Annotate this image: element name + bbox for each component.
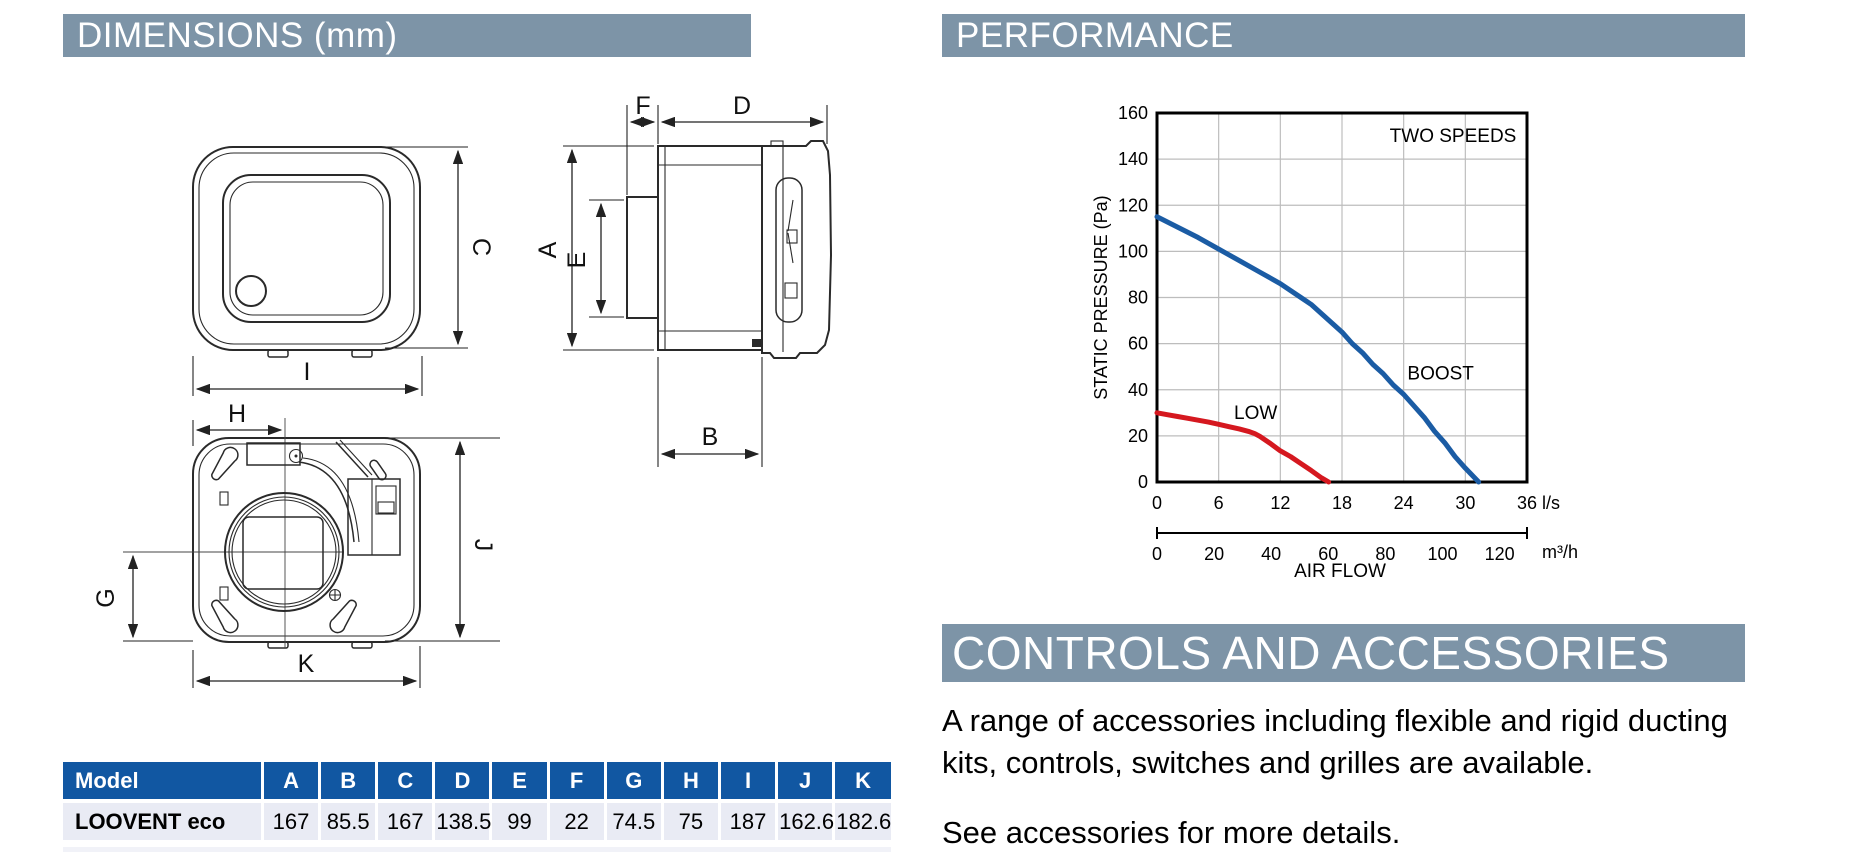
dimensions-title: DIMENSIONS (mm) [77,15,398,55]
table-header-K: K [833,762,891,803]
performance-chart: 0 20 40 60 80 100 120 140 160 0 6 12 18 24 30 36 l/s STAT… [1091,103,1578,582]
dim-label-J: J [469,539,497,552]
x-tick-label: 24 [1394,493,1414,513]
dimension-value-cell: 187 [719,801,779,840]
dimension-value-cell: 138.5 [433,801,493,840]
dim-label-B: B [702,423,719,451]
dim-label-F: F [635,92,650,120]
y-tick-label: 80 [1128,288,1148,308]
dimension-value-cell: 75 [662,801,721,840]
table-header-F: F [548,762,607,803]
dimension-value-cell: 162.6 [776,801,836,840]
accessories-paragraph: A range of accessories including flexibl… [942,703,1728,780]
model-name-cell: LOOVENT eco [63,801,264,840]
table-header-H: H [662,762,721,803]
y-tick-label: 160 [1118,103,1148,123]
keyhole-slot [211,446,239,481]
table-header-D: D [433,762,493,803]
keyhole-slot [211,599,239,634]
front-button [235,275,267,307]
y-tick-label: 140 [1118,149,1148,169]
dimensions-section-header: DIMENSIONS (mm) [63,14,751,57]
performance-title: PERFORMANCE [956,15,1234,55]
secondary-x-tick-label: 0 [1152,544,1162,564]
table-row: LOOVENT eco 167 85.5 167 138.5 99 22 74.5 75 187 1… [63,801,891,840]
x-tick-label: 0 [1152,493,1162,513]
x-tick-label: 36 [1517,493,1537,513]
table-header-A: A [262,762,322,803]
dimension-value-cell: 167 [376,801,436,840]
curve-low [1154,410,1332,485]
table-header-E: E [490,762,550,803]
performance-section-header: PERFORMANCE [942,14,1745,57]
dim-label-D: D [733,92,751,120]
keyhole-slot [329,599,357,634]
secondary-x-tick-label: 120 [1485,544,1515,564]
dim-label-E: E [563,252,591,269]
dimension-value-cell: 167 [262,801,322,840]
dimension-value-cell: 182.6 [833,801,891,840]
screw-mark [328,588,342,602]
dimension-drawings: C I F D A E [92,92,833,688]
dim-label-K: K [298,650,315,678]
y-tick-label: 40 [1128,380,1148,400]
dimension-value-cell: 99 [490,801,550,840]
annotation-two-speeds: TWO SPEEDS [1390,126,1517,147]
annotation-boost: BOOST [1407,364,1474,385]
secondary-x-tick-label: 80 [1375,544,1395,564]
side-view-drawing: F D A E B [534,92,833,467]
front-view-drawing: C I [192,146,495,396]
dimensions-table: Model A B C D E F G H I J K LOOVENT eco 167 85.5 167 13… [63,762,891,840]
plot-border [1155,111,1529,484]
dimension-value-cell: 74.5 [605,801,664,840]
y-tick-label: 20 [1128,426,1148,446]
dim-label-G: G [92,588,120,607]
x-axis-title: AIR FLOW [1294,561,1386,582]
table-header-model: Model [63,762,264,803]
junction-box [347,478,401,556]
secondary-x-tick-label: 20 [1204,544,1224,564]
back-view-drawing: H G J K [92,400,500,688]
secondary-x-tick-label: 60 [1318,544,1338,564]
y-tick-label: 0 [1138,472,1148,492]
dim-label-I: I [304,358,311,386]
table-header-J: J [776,762,836,803]
dimension-value-cell: 85.5 [319,801,379,840]
x-tick-label: 12 [1270,493,1290,513]
table-header-C: C [376,762,436,803]
see-accessories-note: See accessories for more details. [942,815,1401,850]
secondary-x-tick-label: 100 [1427,544,1457,564]
dim-label-A: A [534,241,562,258]
spigot [626,196,659,319]
mounting-slot [369,459,387,481]
y-tick-label: 60 [1128,334,1148,354]
table-header-G: G [605,762,664,803]
y-tick-label: 120 [1118,195,1148,215]
table-header-row: Model A B C D E F G H I J K [63,762,891,803]
dimension-value-cell: 22 [548,801,607,840]
x-tick-label: 6 [1214,493,1224,513]
secondary-x-tick-label: 40 [1261,544,1281,564]
x-axis-unit-secondary: m³/h [1542,542,1578,562]
table-header-B: B [319,762,379,803]
dim-label-H: H [228,400,246,428]
controls-section-header: CONTROLS AND ACCESSORIES [942,624,1745,682]
dim-label-C: C [467,238,495,256]
controls-title: CONTROLS AND ACCESSORIES [952,627,1670,679]
x-tick-label: 30 [1455,493,1475,513]
table-next-row-partial [63,847,891,852]
y-axis-title: STATIC PRESSURE (Pa) [1091,195,1111,399]
annotation-low: LOW [1234,403,1277,424]
x-axis-unit-primary: l/s [1542,493,1560,513]
curve-boost [1154,214,1482,485]
y-tick-label: 100 [1118,241,1148,261]
table-header-I: I [719,762,779,803]
x-tick-label: 18 [1332,493,1352,513]
